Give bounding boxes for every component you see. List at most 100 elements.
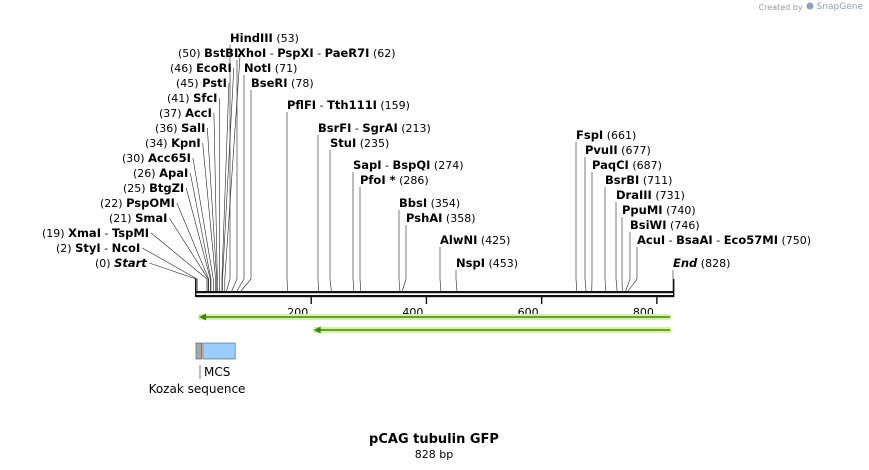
site-label: (2) StyI - NcoI bbox=[56, 241, 140, 255]
name-separator: - bbox=[665, 234, 676, 247]
site-connector bbox=[224, 52, 241, 291]
site-connector bbox=[142, 247, 198, 291]
orf-arrowhead-icon bbox=[199, 313, 206, 321]
site-position: (53) bbox=[273, 32, 299, 45]
backbone-end-cap bbox=[673, 279, 675, 297]
site-position: (34) bbox=[145, 137, 171, 150]
site-label: PfoI * (286) bbox=[360, 173, 429, 187]
site-connector bbox=[240, 90, 252, 292]
site-label: (26) ApaI bbox=[133, 166, 188, 180]
site-position: (425) bbox=[477, 234, 510, 247]
enzyme-name: SfcI bbox=[193, 91, 217, 105]
site-label: PvuII (677) bbox=[585, 143, 651, 157]
site-position: (19) bbox=[42, 227, 68, 240]
site-label: (21) SmaI bbox=[109, 211, 167, 225]
site-connector bbox=[192, 157, 214, 291]
site-label: (41) SfcI bbox=[167, 91, 217, 105]
enzyme-name: BtgZI bbox=[149, 181, 184, 195]
site-label: (19) XmaI - TspMI bbox=[42, 226, 149, 240]
map-title: pCAG tubulin GFP bbox=[369, 432, 499, 447]
site-connector bbox=[202, 142, 216, 291]
site-position: (26) bbox=[133, 167, 159, 180]
enzyme-name: BsiWI bbox=[630, 218, 667, 232]
site-position: (78) bbox=[288, 77, 314, 90]
site-label: (45) PstI bbox=[176, 76, 227, 90]
enzyme-name: TspMI bbox=[112, 226, 149, 240]
site-connector bbox=[584, 157, 587, 292]
site-position: (159) bbox=[377, 99, 410, 112]
site-label: End (828) bbox=[673, 256, 730, 270]
enzyme-name: End bbox=[673, 256, 698, 270]
site-position: (213) bbox=[398, 122, 431, 135]
map-length: 828 bp bbox=[415, 448, 453, 461]
site-position: (677) bbox=[618, 144, 651, 157]
site-label: PshAI (358) bbox=[406, 211, 476, 225]
site-position: (36) bbox=[155, 122, 181, 135]
backbone-start-cap bbox=[195, 279, 197, 297]
site-position: (453) bbox=[485, 257, 518, 270]
site-connector bbox=[359, 187, 362, 292]
site-label: (37) AccI bbox=[159, 106, 212, 120]
name-separator: - bbox=[101, 227, 112, 240]
site-label: PpuMI (740) bbox=[622, 203, 696, 217]
enzyme-name: PflFI bbox=[287, 98, 316, 112]
site-position: (274) bbox=[430, 159, 463, 172]
site-label: (34) KpnI bbox=[145, 136, 201, 150]
credit-brand: SnapGene bbox=[816, 2, 863, 12]
site-position: (46) bbox=[170, 62, 196, 75]
site-label: BsrBI (711) bbox=[605, 173, 672, 187]
site-position: (661) bbox=[603, 129, 636, 142]
enzyme-name: BsrBI bbox=[605, 173, 639, 187]
enzyme-name: PvuII bbox=[585, 143, 618, 157]
enzyme-name: BseRI bbox=[251, 76, 288, 90]
enzyme-name: PstI bbox=[202, 76, 227, 90]
site-position: (30) bbox=[122, 152, 148, 165]
enzyme-name: NcoI bbox=[112, 241, 141, 255]
site-position: (22) bbox=[100, 197, 126, 210]
site-label: BseRI (78) bbox=[251, 76, 314, 90]
site-connector bbox=[231, 60, 238, 292]
site-label: (22) PspOMI bbox=[100, 196, 175, 210]
enzyme-name: Eco57MI bbox=[724, 233, 778, 247]
site-label: (50) BstBI bbox=[178, 46, 238, 60]
name-separator: - bbox=[314, 47, 325, 60]
name-separator: - bbox=[713, 234, 724, 247]
name-separator: - bbox=[316, 99, 327, 112]
site-connector bbox=[149, 262, 197, 291]
site-position: (45) bbox=[176, 77, 202, 90]
site-connector bbox=[176, 202, 209, 291]
feature-label: MCS bbox=[204, 365, 230, 379]
snapgene-logo-icon bbox=[806, 2, 814, 12]
name-separator: - bbox=[266, 47, 277, 60]
feature-label: Kozak sequence bbox=[149, 382, 246, 396]
credit-prefix: Created by bbox=[758, 2, 803, 12]
enzyme-name: SgrAI bbox=[362, 121, 397, 135]
enzyme-name: BbsI bbox=[399, 196, 427, 210]
site-connector bbox=[169, 217, 209, 291]
enzyme-name: NspI bbox=[456, 256, 485, 270]
site-label: (30) Acc65I bbox=[122, 151, 191, 165]
site-connector bbox=[317, 135, 320, 292]
site-position: (235) bbox=[356, 137, 389, 150]
site-position: (711) bbox=[639, 174, 672, 187]
site-connector bbox=[604, 187, 606, 292]
site-connector bbox=[352, 172, 355, 292]
site-connector bbox=[189, 172, 212, 291]
site-connector bbox=[625, 232, 631, 292]
site-label: NotI (71) bbox=[244, 61, 297, 75]
site-connector bbox=[455, 270, 458, 292]
feature-box[interactable] bbox=[195, 342, 203, 360]
enzyme-name: SalI bbox=[181, 121, 205, 135]
site-label: DraIII (731) bbox=[616, 188, 685, 202]
site-label: FspI (661) bbox=[576, 128, 636, 142]
enzyme-name: PaqCI bbox=[592, 158, 629, 172]
site-connector bbox=[398, 210, 401, 292]
site-label: BsiWI (746) bbox=[630, 218, 700, 232]
site-position: (731) bbox=[652, 189, 685, 202]
feature-box[interactable] bbox=[202, 342, 236, 360]
site-position: (71) bbox=[271, 62, 297, 75]
enzyme-name: HindIII bbox=[230, 31, 273, 45]
enzyme-name: KpnI bbox=[171, 136, 201, 150]
site-position: (41) bbox=[167, 92, 193, 105]
